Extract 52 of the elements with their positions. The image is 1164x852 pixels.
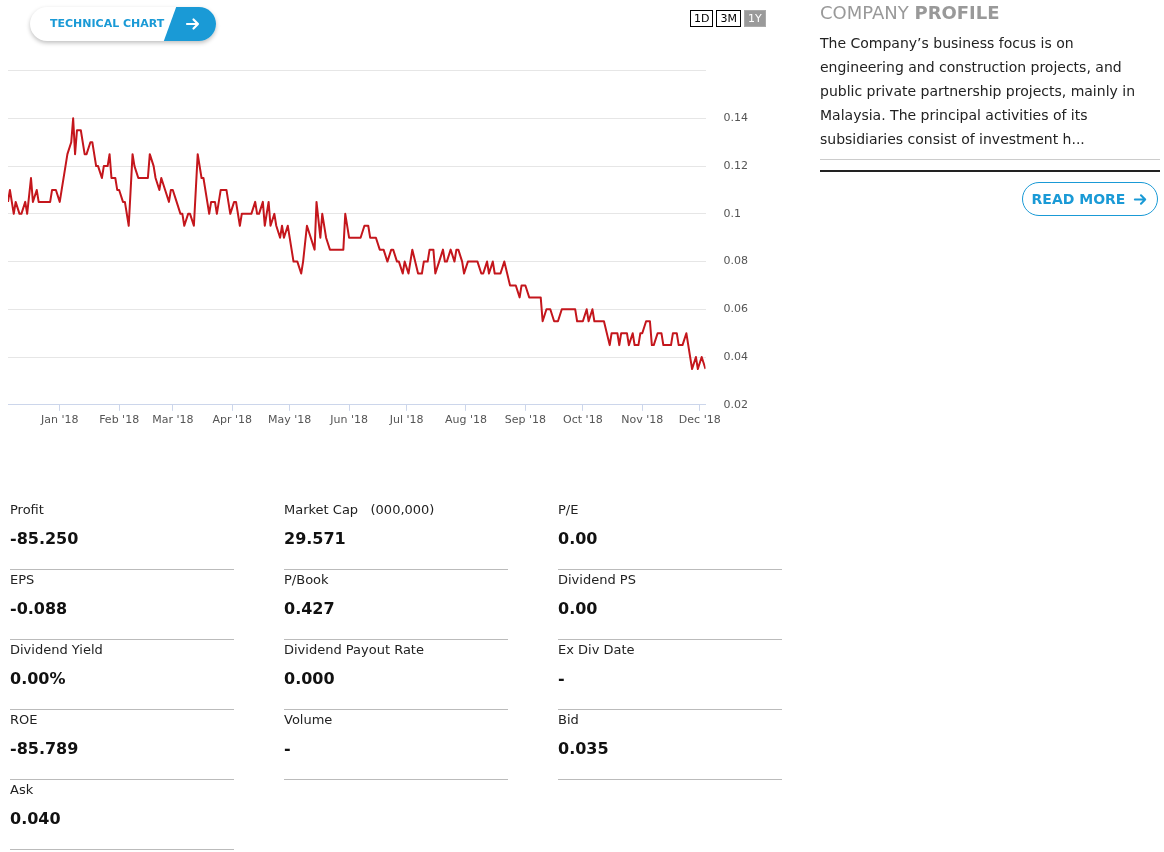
text: 0.040 xyxy=(10,809,61,828)
text: -85.250 xyxy=(10,529,79,548)
category-label: EPS xyxy=(10,572,36,587)
text: 0.427 xyxy=(284,599,335,618)
y-tick-label: 0.14 xyxy=(723,111,749,125)
x-tick-label: Jan '18 xyxy=(40,413,79,427)
y-tick-label: 0.1 xyxy=(723,206,742,220)
category-label: Dividend Payout Rate xyxy=(284,642,425,657)
category-label: P/E xyxy=(558,502,580,517)
text: 0.00 xyxy=(558,599,598,618)
text: - xyxy=(284,739,291,758)
y-tick-label: 0.02 xyxy=(723,397,749,411)
text: 29.571 xyxy=(284,529,346,548)
y-tick-label: 0.06 xyxy=(723,302,749,316)
text: 3M xyxy=(716,10,741,27)
x-tick-label: Aug '18 xyxy=(444,413,487,427)
category-label: P/Book xyxy=(284,572,330,587)
category-label: Dividend Yield xyxy=(10,642,104,657)
x-tick-label: Mar '18 xyxy=(152,413,194,427)
x-tick-label: Sep '18 xyxy=(504,413,547,427)
category-label: Bid xyxy=(558,712,580,727)
text: 0.035 xyxy=(558,739,609,758)
text: The Company’s business focus is on engineering and construction projects, and public private partnership projects, mainly in Malaysia. The principal activities of its subsidiaries consist of investment h... xyxy=(820,31,1160,160)
x-tick-label: Jun '18 xyxy=(329,413,368,427)
x-tick-label: Feb '18 xyxy=(99,413,140,427)
x-tick-label: Nov '18 xyxy=(621,413,664,427)
x-tick-label: Jul '18 xyxy=(388,413,424,427)
text: 1Y xyxy=(743,10,766,27)
text: -0.088 xyxy=(10,599,68,618)
y-tick-label: 0.04 xyxy=(723,349,749,363)
category-label: Dividend PS xyxy=(558,572,637,587)
category-label: ROE xyxy=(10,712,39,727)
x-tick-label: May '18 xyxy=(268,413,312,427)
category-label: Profit xyxy=(10,502,45,517)
y-tick-label: 0.12 xyxy=(723,158,749,172)
text: 1D xyxy=(690,10,714,27)
category-label: Volume xyxy=(284,712,334,727)
text: -85.789 xyxy=(10,739,79,758)
text: READ MORE xyxy=(1031,191,1126,207)
y-tick-label: 0.08 xyxy=(723,254,749,268)
x-tick-label: Apr '18 xyxy=(212,413,252,427)
text: - xyxy=(558,669,565,688)
category-label: Ex Div Date xyxy=(558,642,636,657)
x-tick-label: Dec '18 xyxy=(678,413,721,427)
x-tick-label: Oct '18 xyxy=(563,413,603,427)
text: 0.000 xyxy=(284,669,335,688)
text: 0.00 xyxy=(558,529,598,548)
text: 0.00% xyxy=(10,669,66,688)
category-label: Market Cap (000,000) xyxy=(284,502,436,517)
category-label: Ask xyxy=(10,782,35,797)
text: COMPANY PROFILE xyxy=(820,2,1001,23)
text: TECHNICAL CHART xyxy=(50,17,165,30)
